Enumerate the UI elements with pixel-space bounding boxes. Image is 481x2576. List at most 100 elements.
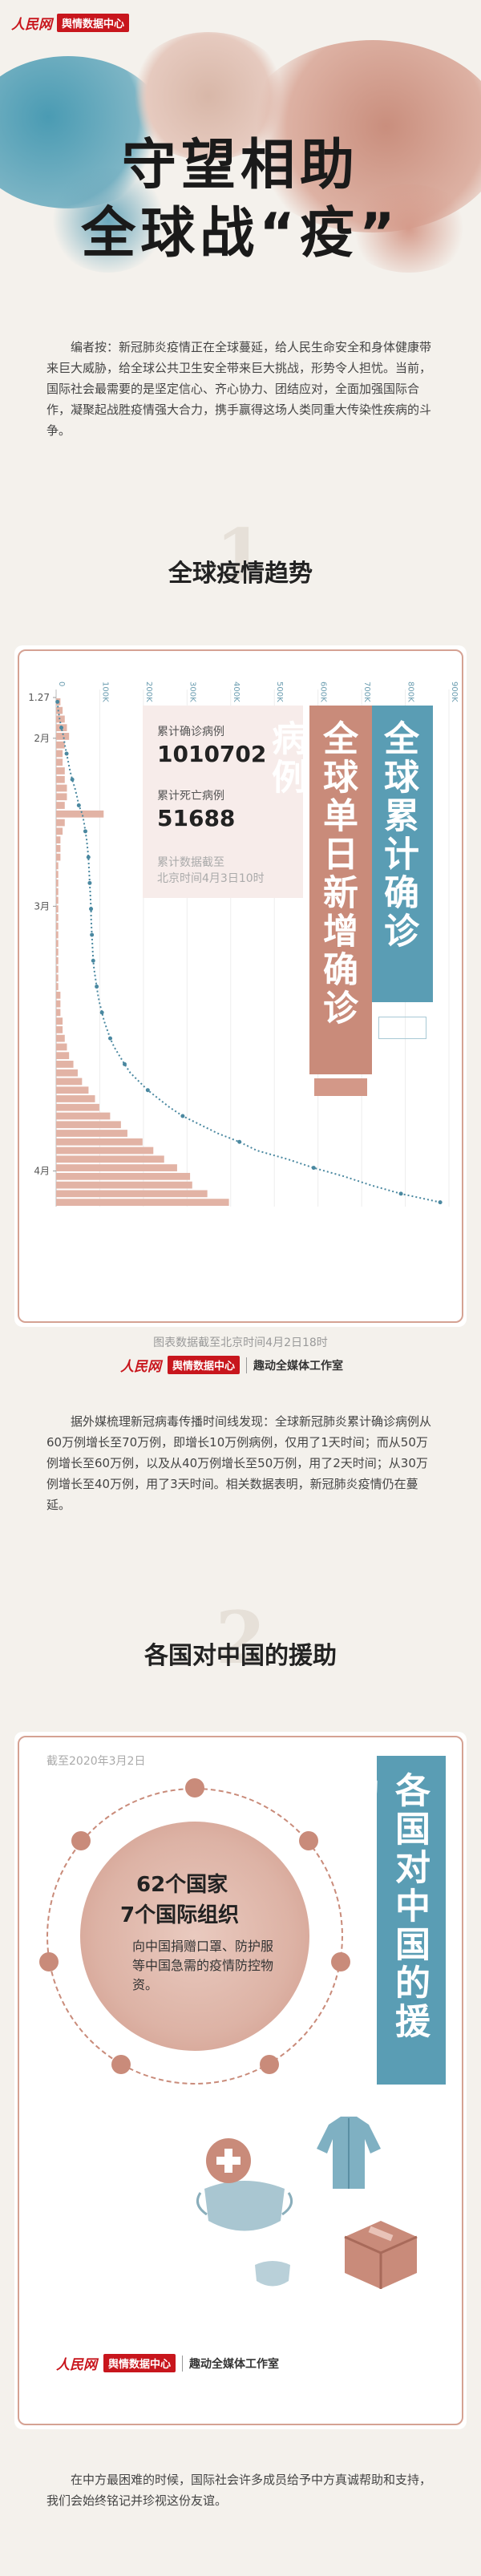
brand-footer: 人民网 舆情数据中心 趣动全媒体工作室 <box>56 2353 279 2373</box>
cumulative-point <box>438 1200 443 1205</box>
daily-bar <box>56 706 63 714</box>
daily-bar <box>56 758 63 766</box>
cumulative-point <box>59 726 64 730</box>
daily-bar <box>56 1103 99 1111</box>
daily-bar <box>56 974 59 982</box>
people-daily-logo: 人民网 <box>11 17 52 33</box>
daily-bar <box>56 896 59 904</box>
daily-bar <box>56 793 67 801</box>
y-axis-label: 4月 <box>34 1166 50 1177</box>
daily-bar <box>56 1155 164 1163</box>
section-title: 各国对中国的援助 <box>144 1642 337 1670</box>
death-label: 累计死亡病例 <box>157 790 224 803</box>
daily-bar <box>56 1086 89 1094</box>
cumulative-point <box>145 1088 150 1093</box>
tick-label: 400K <box>232 681 240 702</box>
cumulative-point <box>91 958 95 963</box>
aid-countries: 62个国家 <box>136 1873 228 1897</box>
closing-paragraph: 在中方最困难的时候，国际社会许多成员给予中方真诚帮助和支持，我们会始终铭记并珍视… <box>46 2473 432 2508</box>
y-axis-label: 3月 <box>34 900 50 912</box>
daily-bar <box>56 802 65 809</box>
tick-label: 700K <box>362 681 371 702</box>
cumulative-point <box>108 1036 113 1041</box>
daily-bar <box>56 1009 61 1017</box>
cumulative-point <box>86 855 91 859</box>
cumulative-point <box>95 985 99 989</box>
death-value: 51688 <box>157 805 236 831</box>
cumulative-point <box>398 1191 403 1196</box>
tick-label: 800K <box>406 681 415 702</box>
daily-bar <box>56 1069 78 1077</box>
cumulative-point <box>311 1166 316 1171</box>
daily-bar <box>56 819 65 827</box>
cumulative-point <box>87 880 92 885</box>
data-center-badge: 舆情数据中心 <box>57 14 130 32</box>
cumulative-point <box>55 699 60 704</box>
daily-bar <box>56 1190 208 1198</box>
main-title-line1: 守望相助 <box>121 134 359 197</box>
ring-dot <box>331 1952 351 1972</box>
daily-bar <box>56 733 70 740</box>
cumulative-point <box>64 751 69 756</box>
daily-bar <box>56 1112 111 1120</box>
section-number: 2 <box>215 1595 266 1680</box>
daily-bar <box>56 1017 63 1025</box>
daily-bar <box>56 1025 63 1033</box>
ring-dot <box>298 1831 318 1851</box>
ring-dot <box>71 1831 91 1851</box>
medical-cross-icon <box>206 2138 251 2183</box>
daily-bar <box>56 1052 70 1060</box>
daily-bar <box>56 810 104 818</box>
daily-bar <box>56 1034 65 1042</box>
tick-label: 900K <box>450 681 459 702</box>
daily-new-title: 全球单日新增确诊病例 <box>265 706 372 1074</box>
people-daily-logo: 人民网 <box>56 2357 97 2373</box>
studio-name: 趣动全媒体工作室 <box>246 1357 343 1373</box>
daily-bar <box>56 767 65 774</box>
data-center-badge: 舆情数据中心 <box>168 1356 240 1374</box>
ring-dot <box>38 1952 59 1972</box>
daily-bar <box>56 1172 191 1180</box>
cumulative-point <box>89 907 94 912</box>
cumulative-legend-swatch <box>378 1017 426 1039</box>
tick-label: 100K <box>100 681 109 702</box>
data-center-badge: 舆情数据中心 <box>103 2354 176 2372</box>
daily-bar <box>56 853 61 861</box>
daily-bar <box>56 931 59 939</box>
confirmed-value: 1010702 <box>157 741 267 767</box>
tick-label: 600K <box>319 681 328 702</box>
daily-bar <box>56 836 61 843</box>
aid-orgs: 7个国际组织 <box>120 1903 240 1927</box>
daily-bar <box>56 741 65 749</box>
cumulative-title: 全球累计确诊病例 <box>326 706 433 1002</box>
daily-bar <box>56 1078 83 1086</box>
daily-bar <box>56 775 65 783</box>
confirmed-label: 累计确诊病例 <box>157 726 224 738</box>
brand-footer: 人民网 舆情数据中心 趣动全媒体工作室 <box>120 1355 343 1375</box>
logo-bar: 人民网 舆情数据中心 <box>11 13 130 33</box>
daily-bar <box>56 1121 121 1129</box>
daily-bar <box>56 983 59 990</box>
aid-description: 向中国捐赠口罩、防护服等中国急需的疫情防控物资。 <box>132 1939 274 1992</box>
tick-label: 0 <box>57 681 66 686</box>
daily-bar <box>56 871 59 879</box>
daily-new-legend-swatch <box>314 1078 367 1096</box>
daily-bar <box>56 862 59 870</box>
chart-footnote: 图表数据截至北京时间4月2日18时 <box>153 1337 328 1349</box>
daily-bar <box>56 880 59 887</box>
cumulative-point <box>99 1010 104 1015</box>
main-title-line2: 全球战“疫” <box>81 202 400 265</box>
cumulative-point <box>237 1139 242 1144</box>
mask-icon <box>196 2181 293 2231</box>
daily-bar <box>56 1095 95 1102</box>
y-axis-label: 1.27 <box>28 692 50 703</box>
protective-suit-icon <box>317 2117 381 2189</box>
y-axis-label: 2月 <box>34 733 50 744</box>
aid-vertical-title: 各国对中国的援助 <box>338 1756 446 2085</box>
cumulative-point <box>90 932 95 937</box>
studio-name: 趣动全媒体工作室 <box>182 2355 279 2372</box>
cumulative-point <box>83 829 87 834</box>
trend-chart: 0 100K 200K 300K 400K 500K 600K 700K 800K 900K 1.2… <box>28 681 459 1207</box>
daily-bar <box>56 888 59 896</box>
stats-note-line2: 北京时间4月3日10时 <box>157 872 265 885</box>
